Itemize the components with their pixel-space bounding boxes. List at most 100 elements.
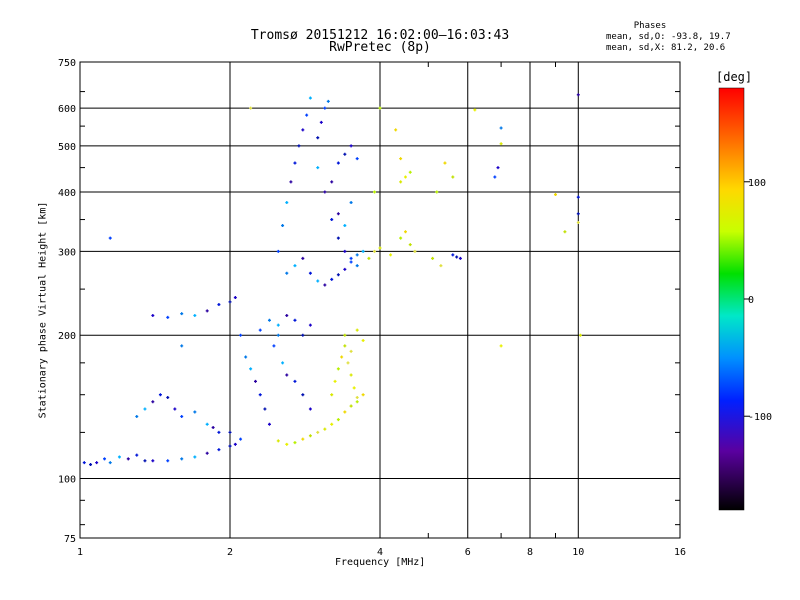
data-point [308, 271, 312, 275]
data-point [272, 344, 276, 348]
data-points [82, 93, 582, 467]
data-point [361, 393, 365, 397]
data-point [349, 349, 353, 353]
data-point [301, 437, 305, 441]
y-tick-label: 400 [58, 188, 76, 199]
data-point [135, 453, 139, 457]
data-point [355, 400, 359, 404]
data-point [89, 463, 93, 467]
data-point [349, 404, 353, 408]
data-point [330, 277, 334, 281]
data-point [166, 315, 170, 319]
data-point [343, 152, 347, 156]
data-point [343, 410, 347, 414]
data-point [330, 180, 334, 184]
data-point [355, 395, 359, 399]
data-point [239, 333, 243, 337]
y-tick-label: 100 [58, 475, 76, 486]
data-point [330, 393, 334, 397]
data-point [95, 461, 99, 465]
data-point [408, 170, 412, 174]
data-point [316, 430, 320, 434]
chart-title: Tromsø 20151212 16:02:00–16:03:43 [250, 28, 510, 43]
data-point [166, 395, 170, 399]
x-tick-label: 6 [465, 547, 471, 558]
data-point [233, 296, 237, 300]
chart-subtitle: RwPretec (8p) [329, 40, 431, 55]
data-point [361, 249, 365, 253]
phases-title: Phases [633, 21, 667, 31]
data-point [217, 448, 221, 452]
data-point [336, 161, 340, 165]
x-tick-label: 8 [527, 547, 533, 558]
data-point [455, 255, 459, 259]
data-point [355, 264, 359, 268]
x-tick-label: 4 [377, 547, 383, 558]
data-point [249, 367, 253, 371]
data-point [349, 201, 353, 205]
colorbar-tick-label: -100 [748, 412, 772, 423]
axis-ticks: 1 2 4 6 8 10 16 75 100 200 300 400 500 600 750 [58, 58, 686, 558]
data-point [399, 236, 403, 240]
data-point [578, 333, 582, 337]
data-point [166, 459, 170, 463]
data-point [281, 361, 285, 365]
data-point [349, 256, 353, 260]
data-point [499, 142, 503, 146]
data-point [319, 120, 323, 124]
data-point [576, 195, 580, 199]
data-point [493, 175, 497, 179]
data-point [276, 439, 280, 443]
x-tick-label: 1 [77, 547, 83, 558]
data-point [217, 303, 221, 307]
colorbar [718, 87, 745, 511]
data-point [258, 393, 262, 397]
data-point [180, 312, 184, 316]
data-point [289, 180, 293, 184]
data-point [103, 457, 107, 461]
data-point [394, 128, 398, 132]
data-point [285, 314, 289, 318]
y-tick-label: 500 [58, 142, 76, 153]
data-point [563, 230, 567, 234]
phases-x-stats: mean, sd,X: 81.2, 20.6 [606, 43, 726, 53]
data-point [373, 249, 377, 253]
y-tick-label: 600 [58, 104, 76, 115]
data-point [258, 328, 262, 332]
colorbar-tick-label: 0 [748, 295, 754, 306]
data-point [389, 253, 393, 257]
data-point [496, 166, 500, 170]
data-point [151, 314, 155, 318]
data-point [228, 430, 232, 434]
data-point [343, 333, 347, 337]
data-point [308, 96, 312, 100]
data-point [233, 442, 237, 446]
data-point [451, 175, 455, 179]
data-point [355, 157, 359, 161]
data-point [333, 379, 337, 383]
data-point [180, 344, 184, 348]
data-point [323, 283, 327, 287]
data-point [378, 246, 382, 250]
data-point [82, 461, 86, 465]
data-point [439, 264, 443, 268]
data-point [473, 108, 477, 112]
data-point [336, 418, 340, 422]
data-point [180, 414, 184, 418]
data-point [408, 243, 412, 247]
data-point [343, 344, 347, 348]
data-point [108, 461, 112, 465]
data-point [399, 157, 403, 161]
data-point [305, 113, 309, 117]
data-point [323, 427, 327, 431]
data-point [431, 256, 435, 260]
y-tick-label: 200 [58, 331, 76, 342]
data-point [330, 422, 334, 426]
data-point [308, 323, 312, 327]
data-point [158, 393, 162, 397]
data-point [435, 190, 439, 194]
data-point [151, 459, 155, 463]
data-point [458, 256, 462, 260]
colorbar-unit-label: [deg] [716, 70, 753, 84]
data-point [301, 393, 305, 397]
